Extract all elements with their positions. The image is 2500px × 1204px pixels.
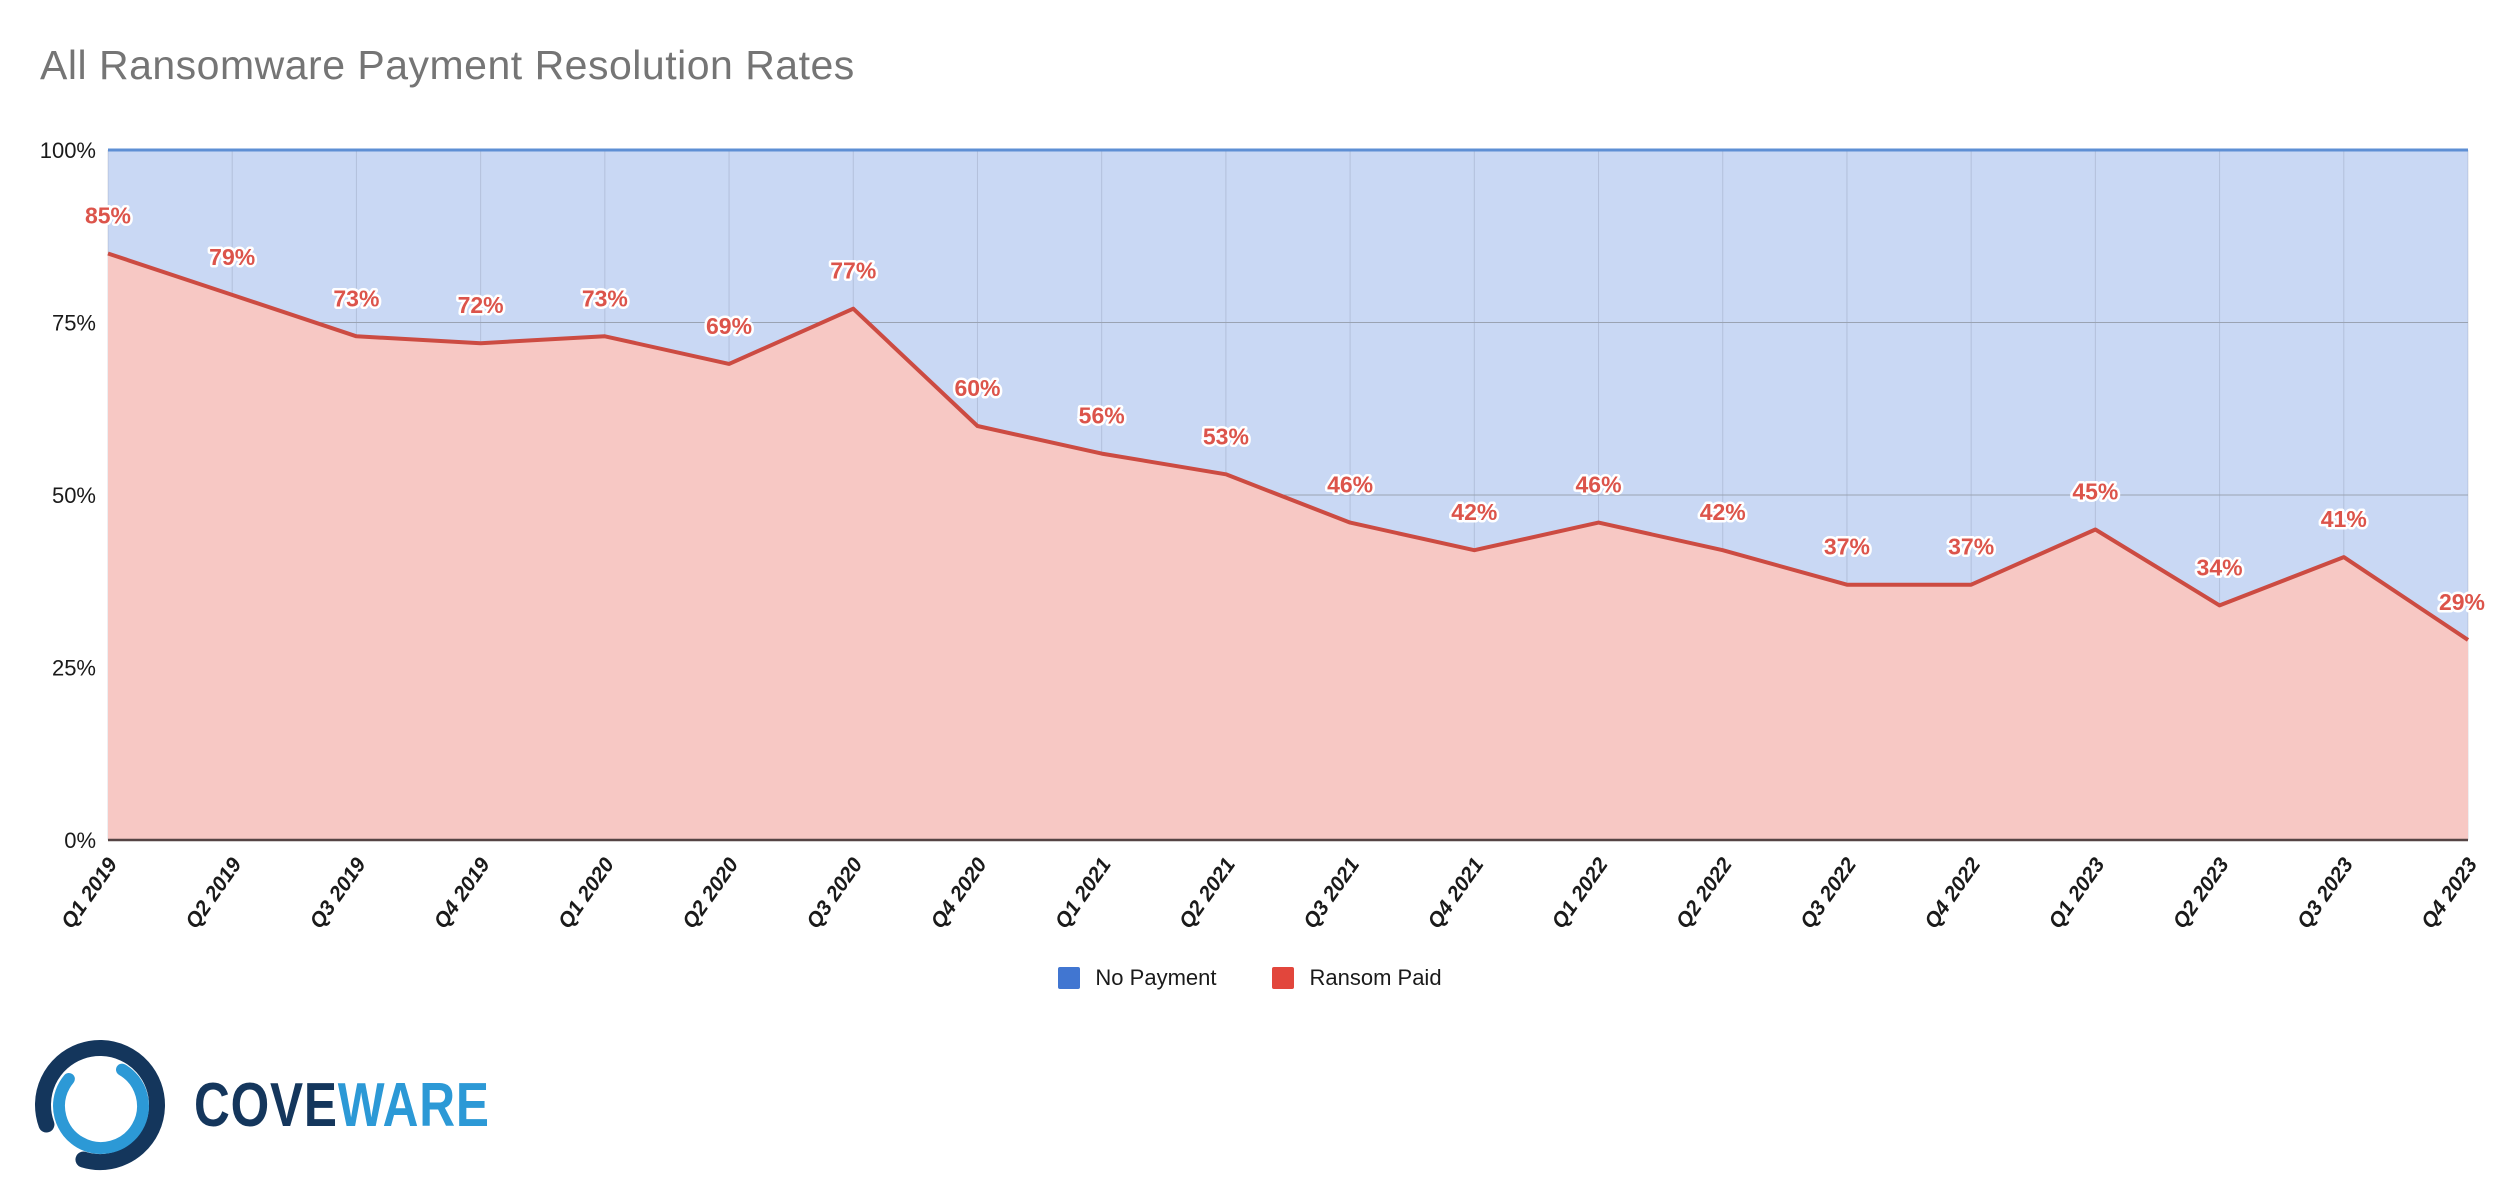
x-axis-label: Q3 2019 <box>305 853 370 932</box>
x-axis-label: Q2 2022 <box>1672 853 1737 932</box>
x-axis-label: Q2 2023 <box>2169 853 2234 932</box>
logo-text-cove: COVE <box>194 1070 338 1140</box>
data-label: 56% <box>1079 403 1125 429</box>
data-label: 73% <box>582 285 628 311</box>
ransom-paid-swatch-icon <box>1272 967 1295 989</box>
data-label: 41% <box>2321 506 2367 532</box>
data-label: 42% <box>1700 499 1746 525</box>
x-axis-label: Q3 2020 <box>802 853 867 932</box>
data-label: 42% <box>1451 499 1497 525</box>
x-axis-label: Q1 2021 <box>1051 854 1116 933</box>
data-label: 46% <box>1327 472 1373 498</box>
data-label: 85% <box>85 203 131 229</box>
data-label: 69% <box>706 313 752 339</box>
data-label: 79% <box>209 244 255 270</box>
data-label: 45% <box>2072 479 2118 505</box>
ransom-paid-area <box>108 253 2468 840</box>
x-axis-label: Q4 2022 <box>1920 853 1985 932</box>
x-axis-label: Q3 2023 <box>2293 853 2358 932</box>
x-axis-label: Q4 2020 <box>927 853 992 932</box>
y-axis-label: 50% <box>52 483 96 508</box>
data-label: 72% <box>458 292 504 318</box>
data-label: 37% <box>1824 534 1870 560</box>
y-axis-label: 25% <box>52 656 96 681</box>
legend-label: Ransom Paid <box>1309 965 1442 990</box>
logo-text-ware: WARE <box>337 1070 490 1140</box>
data-label: 60% <box>954 375 1000 401</box>
coveware-wordmark: COVEWARE <box>194 1070 490 1141</box>
x-axis-label: Q1 2022 <box>1548 853 1613 932</box>
data-label: 77% <box>830 258 876 284</box>
coveware-logo: COVEWARE <box>22 1026 564 1184</box>
chart-legend: No Payment Ransom Paid <box>0 960 2500 996</box>
data-label: 46% <box>1576 472 1622 498</box>
x-axis-label: Q2 2019 <box>181 853 246 932</box>
x-axis-label: Q4 2023 <box>2417 853 2482 932</box>
y-axis-label: 75% <box>52 311 96 336</box>
data-label: 29% <box>2439 589 2485 615</box>
data-label: 34% <box>2197 554 2243 580</box>
y-axis-label: 100% <box>40 138 96 163</box>
legend-item-ransom-paid: Ransom Paid <box>1272 965 1442 991</box>
data-label: 37% <box>1948 534 1994 560</box>
no-payment-swatch-icon <box>1058 967 1081 989</box>
x-axis-label: Q2 2020 <box>678 853 743 932</box>
x-axis-label: Q1 2020 <box>554 853 619 932</box>
x-axis-label: Q2 2021 <box>1175 854 1240 933</box>
y-axis-label: 0% <box>64 828 96 853</box>
data-label: 53% <box>1203 423 1249 449</box>
data-label: 73% <box>333 285 379 311</box>
x-axis-label: Q4 2021 <box>1423 854 1488 933</box>
x-axis-label: Q1 2023 <box>2044 853 2109 932</box>
chart-title: All Ransomware Payment Resolution Rates <box>40 42 855 88</box>
legend-label: No Payment <box>1095 965 1217 990</box>
x-axis-label: Q3 2022 <box>1796 853 1861 932</box>
legend-item-no-payment: No Payment <box>1058 965 1216 991</box>
x-axis-label: Q3 2021 <box>1299 854 1364 933</box>
x-axis-label: Q1 2019 <box>57 853 122 932</box>
ransom-paid-line <box>107 251 2470 642</box>
coveware-swirl-icon <box>35 1040 165 1170</box>
x-axis-label: Q4 2019 <box>430 853 495 932</box>
